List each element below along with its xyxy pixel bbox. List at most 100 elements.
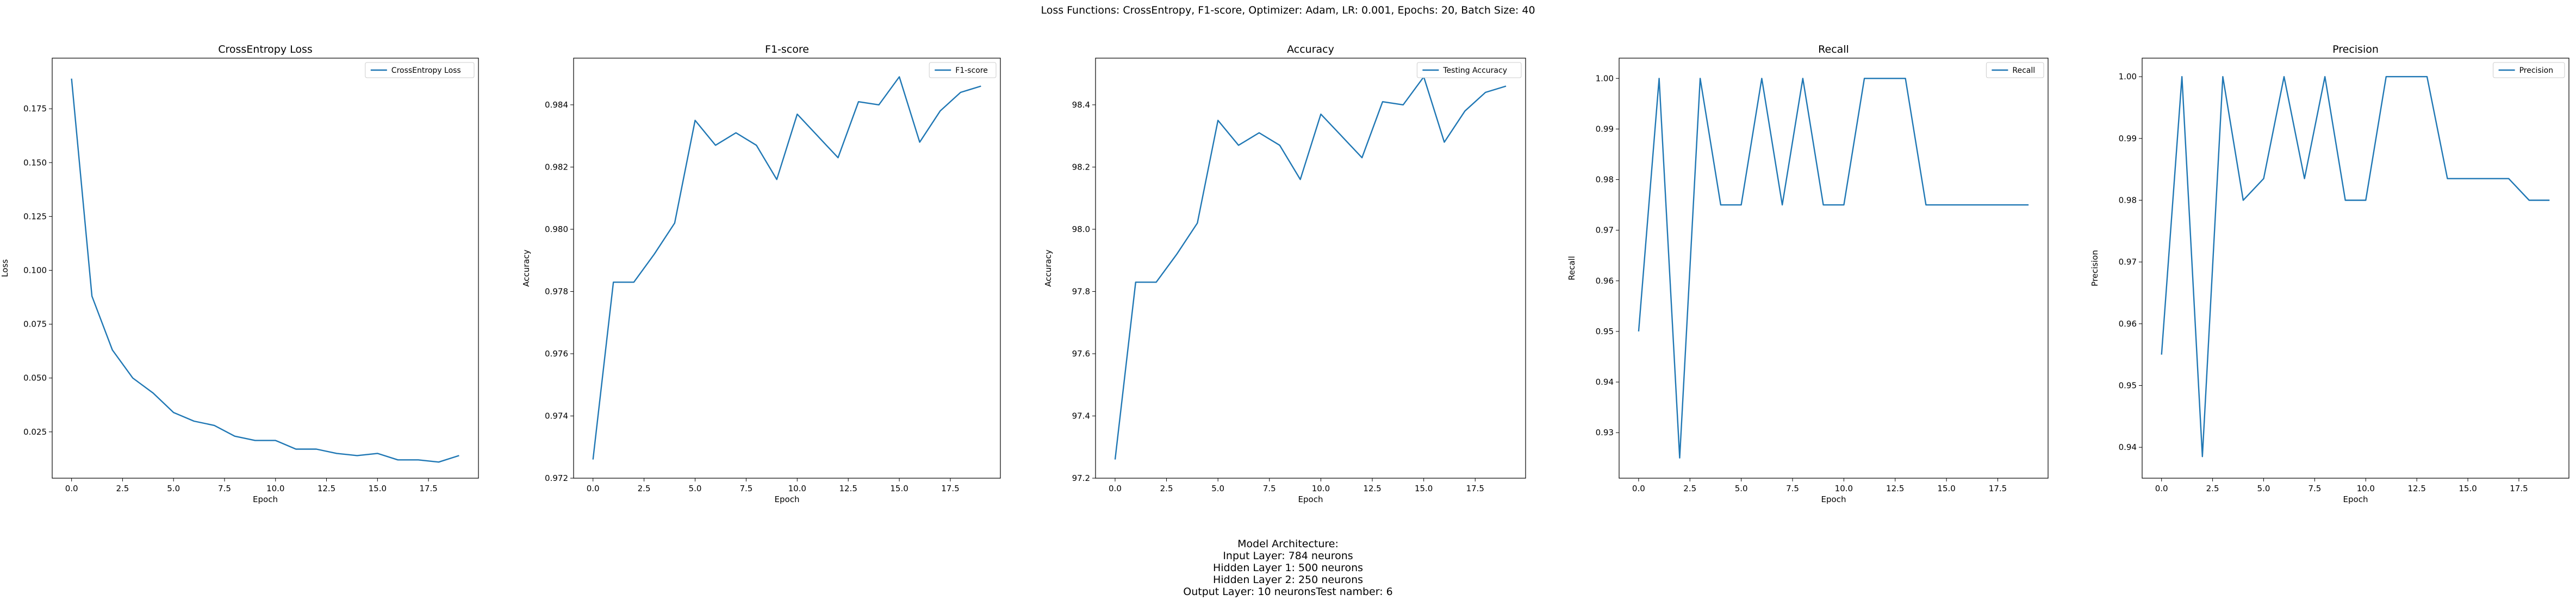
x-tick-label: 7.5 xyxy=(2308,484,2321,493)
chart-title: Precision xyxy=(2332,43,2379,55)
y-tick-label: 0.99 xyxy=(1596,124,1614,134)
x-tick-label: 12.5 xyxy=(839,484,857,493)
x-axis-label: Epoch xyxy=(2343,494,2368,504)
x-tick-label: 10.0 xyxy=(266,484,284,493)
legend-label: Precision xyxy=(2519,66,2553,75)
x-tick-label: 5.0 xyxy=(2257,484,2270,493)
x-tick-label: 17.5 xyxy=(1989,484,2007,493)
chart-panel-2: F1-score 0.0 2.5 5.0 7.5 10.0 12.5 15.0 17.5 0.97… xyxy=(521,43,1001,504)
model-architecture-text: Model Architecture: Input Layer: 784 neu… xyxy=(1125,538,1451,598)
y-tick-label: 1.00 xyxy=(1596,73,1614,83)
y-tick-label: 0.075 xyxy=(23,320,47,329)
series-line xyxy=(71,78,459,463)
chart-title: CrossEntropy Loss xyxy=(218,43,313,55)
x-tick-label: 12.5 xyxy=(2407,484,2425,493)
y-tick-label: 0.125 xyxy=(23,211,47,221)
x-tick-label: 15.0 xyxy=(369,484,387,493)
x-tick-label: 5.0 xyxy=(1735,484,1748,493)
x-tick-label: 0.0 xyxy=(1632,484,1645,493)
legend-label: CrossEntropy Loss xyxy=(391,66,461,75)
y-tick-label: 0.95 xyxy=(2119,380,2137,390)
legend-box xyxy=(365,62,475,78)
x-axis-label: Epoch xyxy=(775,494,800,504)
legend-label: Recall xyxy=(2012,66,2035,75)
series-line xyxy=(1114,76,1507,460)
figure-suptitle: Loss Functions: CrossEntropy, F1-score, … xyxy=(1041,4,1535,16)
y-tick-label: 0.980 xyxy=(545,224,568,234)
y-tick-label: 0.96 xyxy=(2119,319,2137,329)
y-tick-label: 0.050 xyxy=(23,373,47,383)
series-line xyxy=(1638,78,2029,459)
x-tick-label: 12.5 xyxy=(1363,484,1381,493)
y-tick-label: 0.96 xyxy=(1596,276,1614,286)
x-tick-label: 15.0 xyxy=(1415,484,1433,493)
x-tick-label: 17.5 xyxy=(941,484,959,493)
x-axis-label: Epoch xyxy=(1821,494,1846,504)
y-tick-label: 1.00 xyxy=(2119,72,2137,82)
x-tick-label: 0.0 xyxy=(2155,484,2168,493)
chart-panel-1: CrossEntropy Loss 0.0 2.5 5.0 7.5 10.0 12.5 15.… xyxy=(0,43,479,504)
legend: F1-score xyxy=(929,62,997,78)
y-tick-label: 0.98 xyxy=(1596,175,1614,185)
axes-frame xyxy=(573,58,1001,479)
x-axis-label: Epoch xyxy=(253,494,278,504)
axes-frame xyxy=(1095,58,1526,479)
y-tick-label: 0.150 xyxy=(23,158,47,167)
y-tick-label: 0.982 xyxy=(545,162,568,172)
y-axis-label: Accuracy xyxy=(1043,249,1053,287)
y-tick-label: 98.4 xyxy=(1072,100,1090,110)
chart-title: Recall xyxy=(1818,43,1849,55)
series-line xyxy=(592,76,981,460)
x-tick-label: 0.0 xyxy=(65,484,78,493)
x-tick-label: 2.5 xyxy=(1683,484,1696,493)
x-tick-label: 10.0 xyxy=(1312,484,1330,493)
y-tick-label: 98.2 xyxy=(1072,162,1090,172)
legend: Precision xyxy=(2493,62,2565,78)
x-tick-label: 2.5 xyxy=(2206,484,2219,493)
y-tick-label: 0.100 xyxy=(23,265,47,275)
y-tick-label: 0.94 xyxy=(2119,442,2137,452)
y-tick-label: 0.175 xyxy=(23,104,47,114)
x-tick-label: 5.0 xyxy=(1211,484,1224,493)
x-tick-label: 5.0 xyxy=(689,484,702,493)
chart-title: Accuracy xyxy=(1287,43,1334,55)
x-tick-label: 7.5 xyxy=(1263,484,1276,493)
legend-label: F1-score xyxy=(955,66,988,75)
y-tick-label: 0.98 xyxy=(2119,195,2137,205)
x-tick-label: 10.0 xyxy=(1835,484,1853,493)
y-tick-label: 0.97 xyxy=(2119,257,2137,267)
chart-title: F1-score xyxy=(765,43,809,55)
y-axis-label: Precision xyxy=(2090,250,2100,286)
chart-panel-3: Accuracy 0.0 2.5 5.0 7.5 10.0 12.5 15.0 17.5 97.2… xyxy=(1043,43,1526,504)
series-line xyxy=(2161,76,2550,458)
legend-box xyxy=(1416,62,1522,78)
x-tick-label: 2.5 xyxy=(638,484,651,493)
y-tick-label: 0.99 xyxy=(2119,134,2137,143)
y-tick-label: 0.972 xyxy=(545,473,568,483)
x-tick-label: 7.5 xyxy=(1786,484,1799,493)
x-tick-label: 2.5 xyxy=(116,484,129,493)
legend-label: Testing Accuracy xyxy=(1442,66,1507,75)
y-tick-label: 0.95 xyxy=(1596,327,1614,336)
legend: CrossEntropy Loss xyxy=(365,62,475,78)
y-tick-label: 0.94 xyxy=(1596,377,1614,387)
x-tick-label: 10.0 xyxy=(788,484,806,493)
architecture-line: Hidden Layer 2: 250 neurons xyxy=(1212,574,1364,586)
x-axis-label: Epoch xyxy=(1298,494,1323,504)
x-tick-label: 2.5 xyxy=(1160,484,1173,493)
y-tick-label: 97.2 xyxy=(1072,473,1090,483)
x-tick-label: 0.0 xyxy=(587,484,600,493)
architecture-line: Model Architecture: xyxy=(1237,538,1339,550)
y-tick-label: 97.6 xyxy=(1072,349,1090,359)
y-tick-label: 0.976 xyxy=(545,349,568,359)
y-tick-label: 0.978 xyxy=(545,286,568,296)
legend-box xyxy=(929,62,997,78)
x-tick-label: 15.0 xyxy=(890,484,908,493)
x-tick-label: 5.0 xyxy=(167,484,180,493)
y-axis-label: Loss xyxy=(0,259,10,277)
x-tick-label: 10.0 xyxy=(2357,484,2375,493)
legend-box xyxy=(2493,62,2565,78)
y-axis-label: Recall xyxy=(1567,256,1577,280)
axes-frame xyxy=(1619,58,2049,479)
